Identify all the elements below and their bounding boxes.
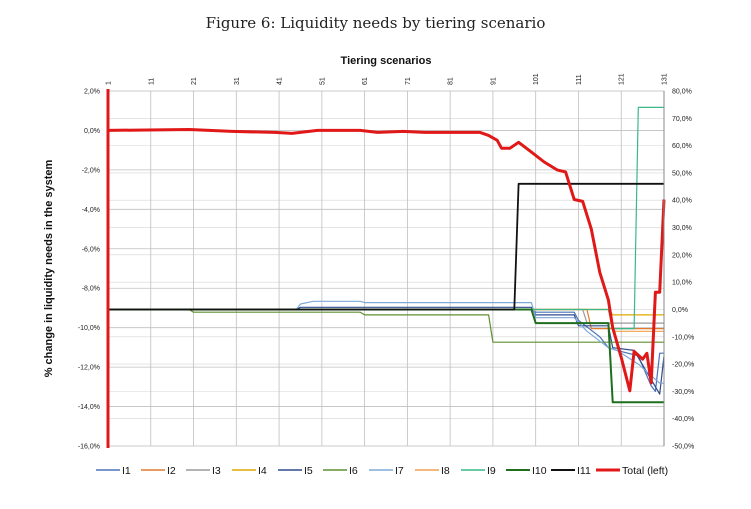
legend-i11-label: I11 bbox=[577, 465, 591, 477]
y-left-tick-label: -2,0% bbox=[82, 167, 100, 174]
x-tick-label: 91 bbox=[490, 77, 497, 85]
x-tick-label: 1 bbox=[106, 81, 113, 85]
x-tick-label: 131 bbox=[662, 73, 669, 85]
y-right-tick-label: -20,0% bbox=[672, 362, 694, 369]
y-left-tick-label: -12,0% bbox=[78, 365, 100, 372]
legend-i10-label: I10 bbox=[532, 465, 547, 477]
series-line-i9 bbox=[108, 106, 664, 330]
series-line-i10 bbox=[108, 308, 664, 404]
legend-i1-label: I1 bbox=[122, 465, 131, 477]
y-left-tick-label: 2,0% bbox=[84, 89, 100, 96]
y-left-tick-label: -14,0% bbox=[78, 404, 100, 411]
x-tick-label: 101 bbox=[533, 73, 540, 85]
y-right-tick-label: 80,0% bbox=[672, 89, 692, 96]
y-left-tick-label: -16,0% bbox=[78, 444, 100, 451]
y-right-tick-label: 10,0% bbox=[672, 280, 692, 287]
y-right-tick-label: -40,0% bbox=[672, 416, 694, 423]
legend-i2-label: I2 bbox=[167, 465, 176, 477]
legend-i3-label: I3 bbox=[212, 465, 221, 477]
legend-i5-label: I5 bbox=[304, 465, 313, 477]
x-tick-label: 51 bbox=[319, 77, 326, 85]
y-right-tick-label: -10,0% bbox=[672, 334, 694, 341]
series-line-i11 bbox=[108, 182, 664, 311]
legend-i7-label: I7 bbox=[395, 465, 404, 477]
x-axis-title: Tiering scenarios bbox=[341, 55, 432, 67]
y-right-tick-label: 30,0% bbox=[672, 225, 692, 232]
series-layer bbox=[107, 106, 666, 404]
x-tick-label: 21 bbox=[191, 77, 198, 85]
y-right-tick-label: 0,0% bbox=[672, 307, 688, 314]
y-left-tick-label: -8,0% bbox=[82, 286, 100, 293]
legend-total-left-label: Total (left) bbox=[622, 465, 668, 477]
legend-layer: I1 I2 I3 I4 I5 I6 I7 I8 I9 I10 I11 Total (left) bbox=[96, 465, 668, 477]
x-tick-label: 81 bbox=[448, 77, 455, 85]
y-right-tick-label: -30,0% bbox=[672, 389, 694, 396]
y-left-tick-label: -6,0% bbox=[82, 246, 100, 253]
x-tick-label: 41 bbox=[277, 77, 284, 85]
y-axis-title: % change in liquidity needs in the syste… bbox=[43, 159, 55, 377]
x-tick-label: 111 bbox=[576, 74, 583, 85]
x-tick-label: 11 bbox=[148, 78, 155, 85]
y-right-tick-label: 70,0% bbox=[672, 116, 692, 123]
y-left-tick-label: -10,0% bbox=[78, 325, 100, 332]
x-tick-label: 61 bbox=[362, 77, 369, 85]
y-right-tick-label: 60,0% bbox=[672, 143, 692, 150]
legend-i9-label: I9 bbox=[487, 465, 496, 477]
y-right-tick-label: -50,0% bbox=[672, 444, 694, 451]
series-line-i1 bbox=[108, 308, 664, 392]
axis-layer: 2,0% 0,0% -2,0% -4,0% -6,0% -8,0% -10,0% -12,0%… bbox=[43, 55, 694, 451]
legend-i4-label: I4 bbox=[258, 465, 267, 477]
x-tick-label: 121 bbox=[619, 73, 626, 85]
plot-frame bbox=[107, 90, 665, 447]
series-line-i5 bbox=[108, 306, 665, 395]
y-right-tick-label: 40,0% bbox=[672, 198, 692, 205]
series-line-i7 bbox=[108, 300, 664, 384]
legend-i8-label: I8 bbox=[441, 465, 450, 477]
x-tick-label: 31 bbox=[234, 77, 241, 85]
y-left-tick-label: 0,0% bbox=[84, 128, 100, 135]
y-right-tick-label: 20,0% bbox=[672, 252, 692, 259]
grid-layer bbox=[107, 90, 665, 447]
legend-i6-label: I6 bbox=[349, 465, 358, 477]
series-line-total-left bbox=[107, 128, 666, 393]
x-tick-label: 71 bbox=[405, 77, 412, 85]
y-right-tick-label: 50,0% bbox=[672, 170, 692, 177]
y-left-tick-label: -4,0% bbox=[82, 207, 100, 214]
figure-caption: Figure 6: Liquidity needs by tiering sce… bbox=[205, 14, 546, 32]
